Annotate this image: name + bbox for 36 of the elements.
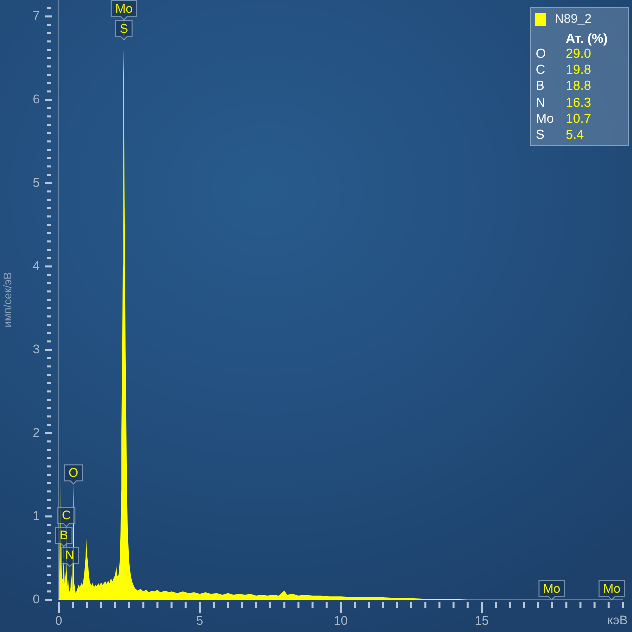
x-tick-label: 5 (196, 614, 204, 628)
annotation: Mo (543, 582, 561, 596)
annotation: Mo (115, 2, 133, 16)
y-tick-label: 7 (33, 9, 40, 24)
x-tick-label: 0 (56, 614, 63, 628)
y-tick-label: 2 (33, 426, 40, 440)
x-tick-label: 10 (334, 614, 348, 628)
legend-label: N89_2 (555, 12, 592, 26)
y-tick-label: 5 (33, 176, 40, 190)
annotation: C (62, 508, 72, 523)
text: Ат. (%) (565, 31, 609, 46)
y-tick-label: 4 (33, 259, 40, 274)
annotation: Mo (603, 582, 621, 596)
annotation: N (65, 548, 75, 563)
y-tick-label: 1 (33, 509, 40, 524)
data-label: 10.7 (566, 110, 592, 127)
y-tick-label: 3 (33, 342, 40, 356)
category-label: O (536, 46, 548, 62)
data-label: 19.8 (566, 62, 592, 78)
annotation: B (60, 528, 68, 543)
y-tick-label: 6 (33, 92, 40, 106)
data-label: 16.3 (566, 94, 592, 111)
annotation: O (68, 466, 79, 480)
annotation: S (120, 22, 128, 36)
data-label: 18.8 (566, 78, 592, 95)
data-label: 5.4 (566, 126, 584, 144)
y-axis-title: имп/сек/эВ (2, 272, 15, 328)
category-label: S (536, 126, 546, 144)
y-tick-label: 0 (33, 592, 40, 606)
x-axis-title: кэВ (608, 613, 628, 628)
data-label: 29.0 (566, 46, 592, 62)
category-label: B (536, 78, 546, 95)
category-label: Mo (536, 110, 556, 127)
category-label: N (536, 94, 546, 111)
category-label: C (536, 62, 546, 78)
x-tick-label: 15 (475, 614, 489, 628)
